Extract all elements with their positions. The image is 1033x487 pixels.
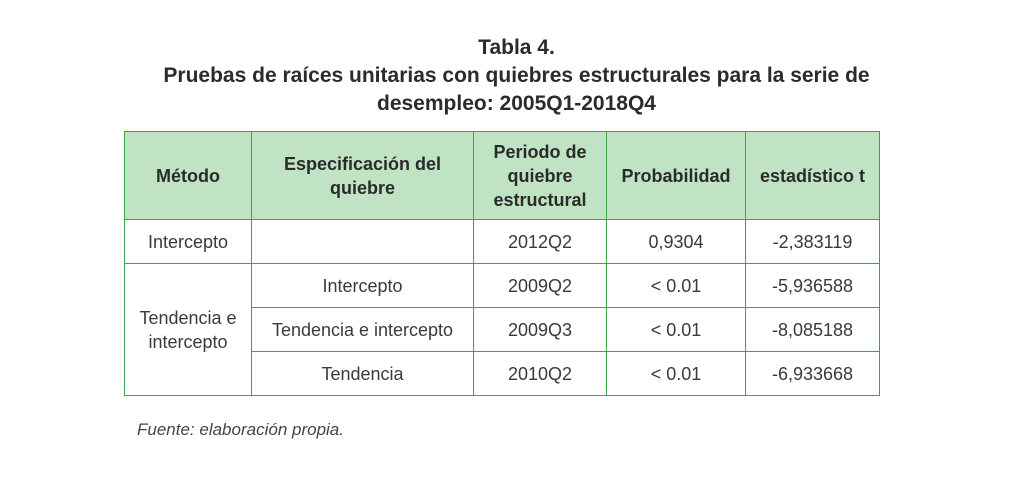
table-title-line-2: desempleo: 2005Q1-2018Q4 bbox=[377, 92, 656, 115]
cell-especificacion: Intercepto bbox=[251, 263, 474, 308]
cell-metodo: Tendencia e intercepto bbox=[124, 263, 252, 396]
cell-metodo: Intercepto bbox=[124, 219, 252, 264]
cell-probabilidad: < 0.01 bbox=[606, 263, 746, 308]
header-periodo: Periodo de quiebre estructural bbox=[473, 131, 607, 220]
table-caption: Tabla 4. Pruebas de raíces unitarias con… bbox=[100, 34, 933, 118]
table-row: Tendencia e intercepto 2009Q3 < 0.01 -8,… bbox=[125, 307, 880, 352]
cell-estadistico: -2,383119 bbox=[745, 219, 880, 264]
table-row: Intercepto 2012Q2 0,9304 -2,383119 bbox=[124, 219, 880, 264]
cell-especificacion bbox=[251, 219, 474, 264]
table-header-row: Método Especificación del quiebre Period… bbox=[124, 131, 880, 220]
cell-periodo: 2009Q3 bbox=[473, 307, 607, 352]
cell-estadistico: -6,933668 bbox=[745, 351, 880, 396]
cell-probabilidad: < 0.01 bbox=[606, 307, 746, 352]
cell-periodo: 2012Q2 bbox=[473, 219, 607, 264]
table-label: Tabla 4. bbox=[478, 36, 555, 59]
header-probabilidad: Probabilidad bbox=[606, 131, 746, 220]
table-title-line-1: Pruebas de raíces unitarias con quiebres… bbox=[163, 64, 870, 87]
cell-periodo: 2010Q2 bbox=[473, 351, 607, 396]
cell-probabilidad: < 0.01 bbox=[606, 351, 746, 396]
cell-estadistico: -5,936588 bbox=[745, 263, 880, 308]
header-estadistico: estadístico t bbox=[745, 131, 880, 220]
cell-estadistico: -8,085188 bbox=[745, 307, 880, 352]
cell-probabilidad: 0,9304 bbox=[606, 219, 746, 264]
header-metodo: Método bbox=[124, 131, 252, 220]
cell-especificacion: Tendencia e intercepto bbox=[251, 307, 474, 352]
cell-periodo: 2009Q2 bbox=[473, 263, 607, 308]
header-especificacion: Especificación del quiebre bbox=[251, 131, 474, 220]
table-row: Tendencia e intercepto Intercepto 2009Q2… bbox=[124, 263, 880, 396]
source-note: Fuente: elaboración propia. bbox=[137, 420, 344, 439]
results-table: Método Especificación del quiebre Period… bbox=[124, 131, 880, 396]
table-row: Tendencia 2010Q2 < 0.01 -6,933668 bbox=[125, 351, 880, 396]
cell-especificacion: Tendencia bbox=[251, 351, 474, 396]
